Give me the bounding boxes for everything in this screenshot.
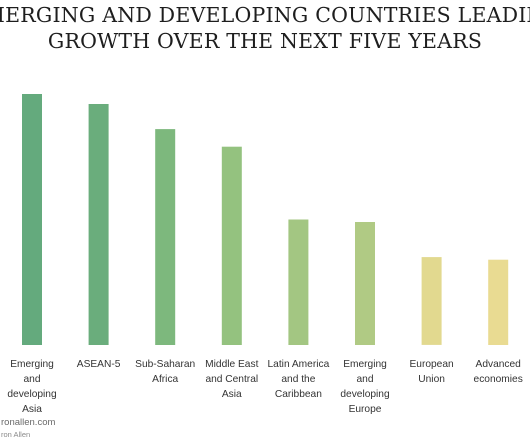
bar-2 (88, 104, 109, 345)
bar-7 (421, 257, 442, 345)
chart-title: EMERGING AND DEVELOPING COUNTRIES LEADIN… (0, 2, 530, 54)
bar-4 (221, 146, 242, 345)
bar-3 (155, 129, 176, 345)
x-tick-label-8: Advanced economies (473, 359, 523, 385)
x-tick-label-7: European Union (409, 359, 454, 385)
x-tick-label-3: Sub-Saharan Africa (135, 359, 196, 385)
bar-5 (288, 219, 309, 345)
x-tick-label-2: ASEAN-5 (76, 359, 121, 370)
chart-title-line-2: GROWTH OVER THE NEXT FIVE YEARS (47, 29, 483, 53)
bar-1 (22, 94, 42, 345)
bar-6 (355, 222, 375, 345)
x-tick-label-1: Emerging and developing Asia (7, 359, 57, 415)
x-tick-label-5: Latin America and the Caribbean (267, 359, 330, 400)
footer-site-text: ronallen.com (1, 417, 56, 428)
footer-author-text: ron Allen (1, 430, 31, 439)
chart-title-line-1: EMERGING AND DEVELOPING COUNTRIES LEADIN… (0, 3, 530, 27)
bar-8 (488, 259, 509, 345)
x-tick-label-4: Middle East and Central Asia (205, 359, 259, 400)
x-tick-label-6: Emerging and developing Europe (340, 359, 390, 415)
